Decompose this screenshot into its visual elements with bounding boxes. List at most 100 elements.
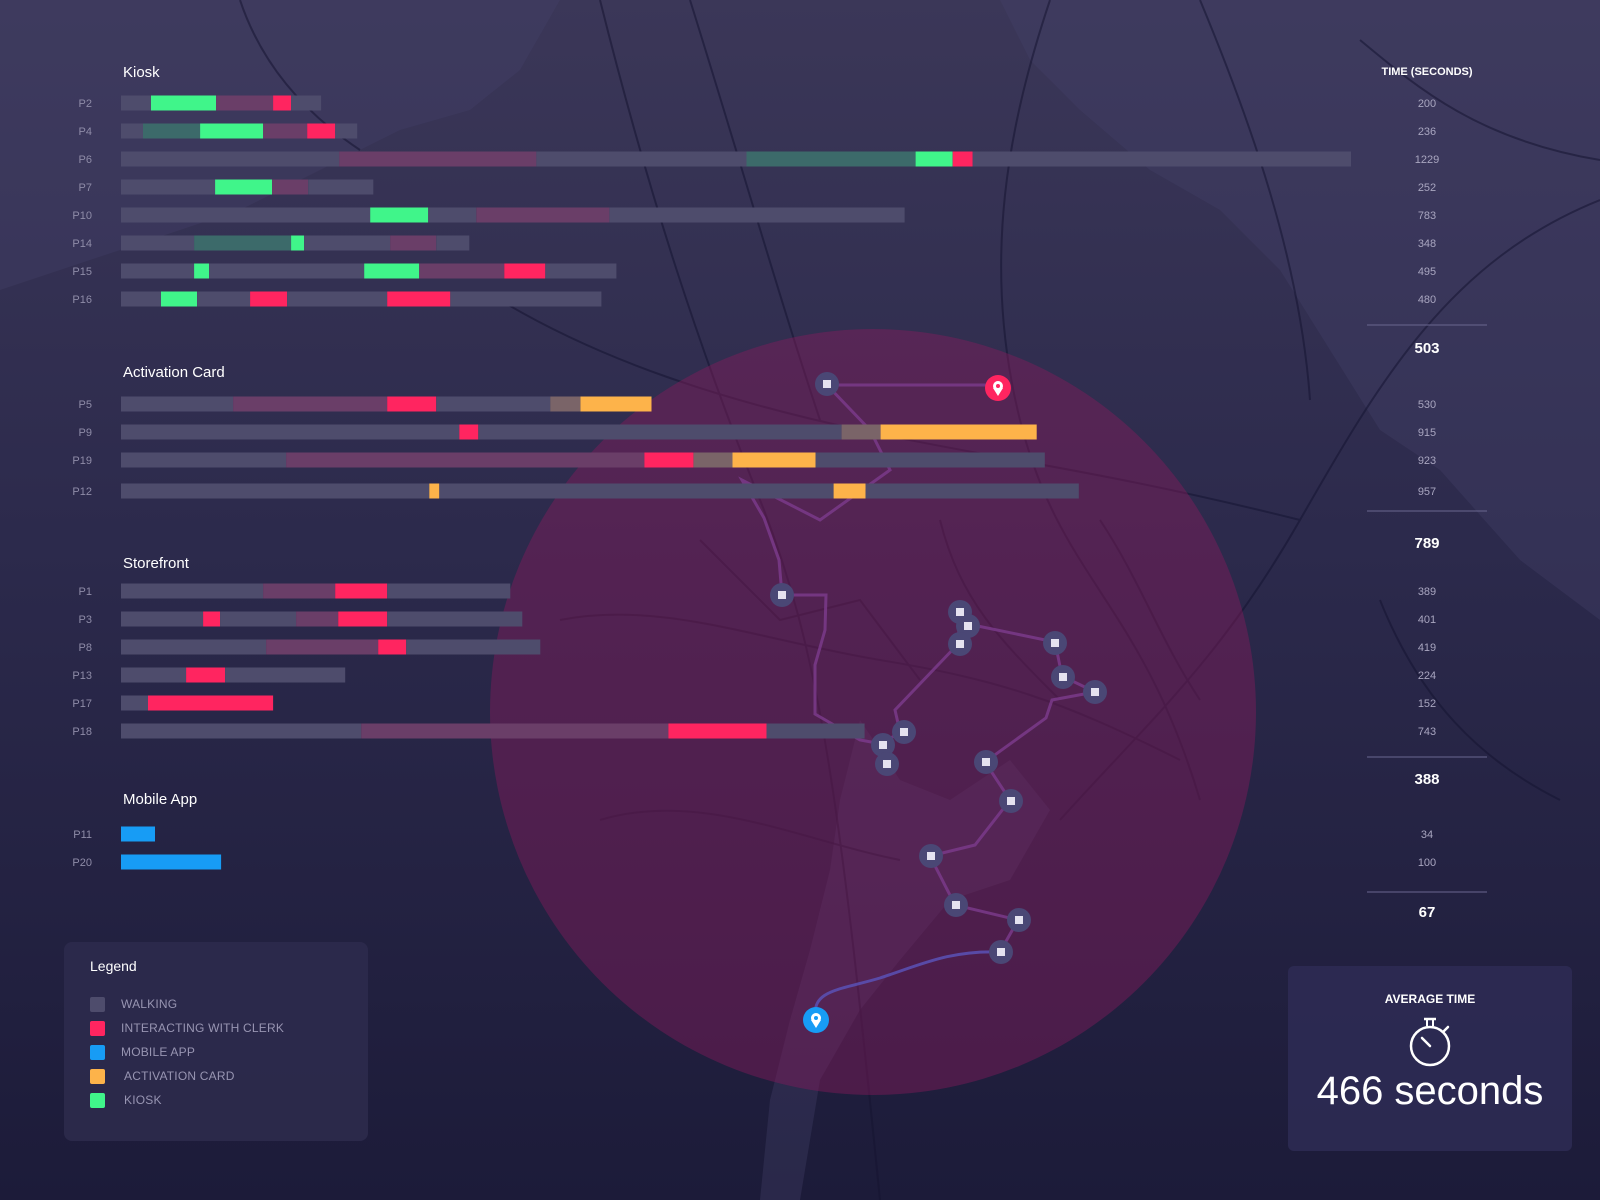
row-total-value: 389 [1418,586,1436,598]
bar-segment-interacting-with-clerk [250,291,288,307]
bar-segment-walking [121,263,195,279]
row-label: P5 [79,399,92,411]
bar-segment-walking [478,424,842,440]
bar-segment-interacting-with-clerk [644,452,694,468]
bar-segment-walking [121,611,204,627]
row-total-value: 957 [1418,486,1436,498]
legend-label: ACTIVATION CARD [124,1069,235,1083]
row-total-value: 100 [1418,857,1436,869]
legend-label: INTERACTING WITH CLERK [121,1021,285,1035]
bar-segment-walking [121,583,264,599]
bar-segment-walking [406,639,541,655]
bar-segment-walking-muted-clerk [263,123,308,139]
bar-segment-walking-muted-card [841,424,881,440]
bar-segment-walking [197,291,251,307]
average-time-title: AVERAGE TIME [1384,992,1476,1006]
bar-segment-walking [121,695,148,711]
bar-segment-walking [121,483,430,499]
group-average-value: 388 [1414,771,1439,788]
bar-segment-interacting-with-clerk [273,95,292,111]
map-streets [239,0,1600,1200]
bar-segment-walking [428,207,477,223]
bar-segment-walking [121,639,267,655]
bar-segment-walking [121,235,195,251]
bar-segment-interacting-with-clerk [668,723,767,739]
row-total-value: 495 [1418,266,1436,278]
row-total-value: 152 [1418,698,1436,710]
bar-segment-walking [436,235,470,251]
legend-item-interacting-with-clerk: INTERACTING WITH CLERK [90,1016,368,1040]
row-total-value: 236 [1418,126,1436,138]
bar-segment-walking [436,396,551,412]
bar-segment-activation-card [580,396,652,412]
bar-segment-walking-muted-clerk [286,452,645,468]
row-label: P2 [79,98,92,110]
bar-segment-walking-muted-clerk [272,179,309,195]
row-label: P17 [72,698,92,710]
bar-segment-activation-card [429,483,440,499]
group-average-value: 503 [1414,340,1439,357]
bar-segment-interacting-with-clerk [186,667,226,683]
row-total-value: 530 [1418,399,1436,411]
bar-segment-walking [209,263,365,279]
bar-segment-walking [121,723,362,739]
bar-segment-interacting-with-clerk [335,583,388,599]
row-total-value: 252 [1418,182,1436,194]
group-title: Kiosk [123,64,160,81]
legend-swatch-kiosk [90,1092,105,1108]
row-label: P18 [72,726,92,738]
bar-segment-walking [387,583,511,599]
bar-segment-interacting-with-clerk [148,695,274,711]
bar-segment-walking [304,235,391,251]
bar-segment-walking-muted-clerk [296,611,339,627]
legend-swatch-walking [90,996,105,1012]
bar-segment-kiosk [194,263,210,279]
legend-label: KIOSK [124,1093,162,1107]
bar-segment-interacting-with-clerk [387,291,451,307]
bar-segment-walking [287,291,388,307]
row-total-value: 419 [1418,642,1436,654]
bar-segment-walking-muted-kiosk [143,123,200,139]
map-pin-icon-start [803,1007,829,1033]
row-label: P4 [79,126,92,138]
map-pin-icon-end [985,375,1011,401]
row-label: P1 [79,586,92,598]
bar-segment-mobile-app [121,826,155,842]
bar-segment-walking-muted-clerk [216,95,274,111]
bar-segment-walking-muted-clerk [476,207,610,223]
row-label: P3 [79,614,92,626]
row-label: P8 [79,642,92,654]
row-total-value: 348 [1418,238,1436,250]
bar-segment-kiosk [364,263,420,279]
bar-segment-walking-muted-kiosk [194,235,292,251]
bar-segment-interacting-with-clerk [459,424,479,440]
bar-segment-walking [121,396,234,412]
bar-segment-walking [121,123,143,139]
bar-segment-kiosk [915,151,953,167]
row-total-value: 200 [1418,98,1436,110]
value-column-header: TIME (SECONDS) [1381,66,1472,78]
bar-segment-kiosk [291,235,305,251]
bar-segment-activation-card [880,424,1037,440]
average-time-panel: AVERAGE TIME 466 seconds [1288,966,1572,1151]
bar-segment-walking-muted-clerk [266,639,379,655]
row-total-value: 401 [1418,614,1436,626]
bar-segment-walking [972,151,1351,167]
bar-segment-walking-muted-kiosk [746,151,916,167]
bar-segment-walking-muted-clerk [361,723,669,739]
bar-segment-activation-card [732,452,816,468]
row-label: P13 [72,670,92,682]
row-total-value: 224 [1418,670,1436,682]
legend-label: WALKING [121,997,178,1011]
bar-segment-kiosk [161,291,197,307]
average-time-value: 466 seconds [1316,1069,1544,1113]
bar-segment-walking [387,611,523,627]
bar-segment-interacting-with-clerk [378,639,407,655]
row-label: P14 [72,238,92,250]
bar-segment-kiosk [151,95,217,111]
legend-swatch-mobile-app [90,1044,105,1060]
row-label: P19 [72,455,92,467]
group-title: Storefront [123,555,190,572]
bar-segment-walking [291,95,322,111]
bar-segment-interacting-with-clerk [387,396,437,412]
